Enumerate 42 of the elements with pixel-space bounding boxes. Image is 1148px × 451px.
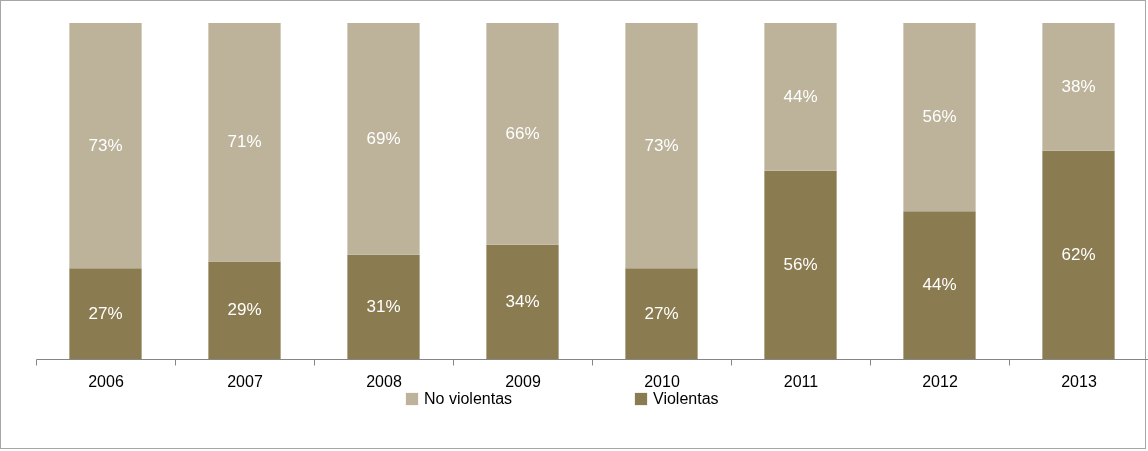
bar (625, 268, 698, 359)
bar (625, 23, 698, 269)
x-tick-label: 2008 (366, 372, 402, 390)
x-tick-label: 2006 (88, 372, 124, 390)
data-label: 31% (366, 296, 401, 316)
bar (1042, 150, 1115, 359)
data-label: 44% (922, 275, 957, 295)
data-label: 73% (88, 135, 123, 155)
data-label: 38% (1061, 76, 1096, 96)
data-label: 69% (366, 128, 401, 148)
bar (347, 23, 420, 255)
bar (486, 244, 559, 359)
x-tick-label: 2009 (505, 372, 541, 390)
x-tick-label: 2011 (783, 372, 819, 390)
bar (903, 211, 976, 359)
bar (347, 254, 420, 359)
bar (486, 23, 559, 245)
data-label: 62% (1061, 244, 1096, 264)
bar (764, 170, 837, 359)
x-tick-label: 2010 (644, 372, 680, 390)
data-label: 56% (922, 107, 957, 127)
bar (208, 261, 281, 359)
data-label: 66% (505, 123, 540, 143)
data-label: 56% (783, 254, 818, 274)
data-label: 34% (505, 291, 540, 311)
data-label: 27% (88, 303, 123, 323)
x-tick-label: 2013 (1061, 372, 1097, 390)
data-label: 73% (644, 135, 679, 155)
bar (69, 23, 142, 269)
bar (69, 268, 142, 359)
legend-label: No violentas (424, 390, 513, 407)
data-label: 71% (227, 132, 262, 152)
x-tick-label: 2007 (227, 372, 263, 390)
bar (903, 23, 976, 212)
data-label: 27% (644, 303, 679, 323)
bar (1042, 23, 1115, 151)
x-tick-label: 2012 (922, 372, 958, 390)
data-label: 29% (227, 300, 262, 320)
legend-label: Violentas (653, 390, 719, 407)
data-label: 44% (783, 86, 818, 106)
bar (764, 23, 837, 171)
bar (208, 23, 281, 262)
